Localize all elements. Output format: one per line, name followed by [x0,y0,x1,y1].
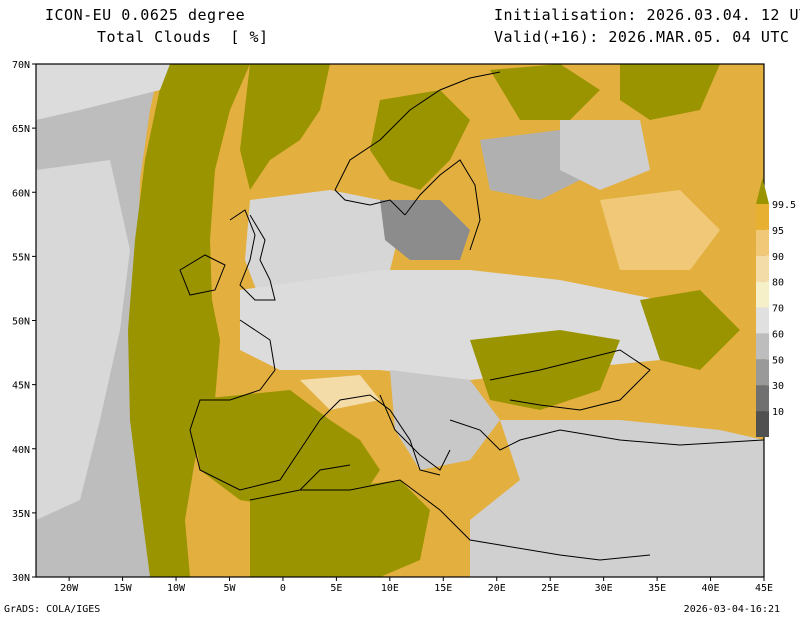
lat-label: 55N [12,252,30,263]
colorbar-label: 70 [772,304,784,315]
lat-label: 70N [12,60,30,71]
colorbar-swatch [756,359,769,386]
colorbar-label: 50 [772,355,784,366]
colorbar-swatch [756,333,769,360]
lon-label: 45E [755,583,773,594]
lat-label: 65N [12,124,30,135]
variable-title: Total Clouds [ %] [97,28,269,46]
valid-time: Valid(+16): 2026.MAR.05. 04 UTC [494,28,790,46]
grads-credit: GrADS: COLA/IGES [4,604,101,615]
lon-label: 15E [434,583,452,594]
colorbar-label: 10 [772,407,784,418]
latitude-axis: 70N 65N 60N 55N 50N 45N 40N 35N 30N [12,60,36,584]
lat-label: 30N [12,573,30,584]
colorbar-label: 80 [772,278,784,289]
lon-label: 10W [167,583,186,594]
lon-label: 5E [330,583,342,594]
lon-label: 5W [223,583,236,594]
longitude-axis: 20W 15W 10W 5W 0 5E 10E 15E 20E 25E 30E 35E 40E 45E [60,577,773,594]
colorbar-swatch [756,255,769,282]
colorbar-label: 95 [772,226,784,237]
lon-label: 10E [381,583,399,594]
colorbar-swatch [756,281,769,308]
colorbar-swatch [756,385,769,412]
lon-label: 25E [541,583,559,594]
colorbar-top-arrow [756,178,769,204]
lon-label: 40E [702,583,720,594]
lon-label: 15W [114,583,133,594]
colorbar-label: 30 [772,381,784,392]
lon-label: 0 [280,583,286,594]
colorbar-swatch [756,411,769,437]
colorbar: 99.5 95 90 80 70 60 50 30 10 [756,178,796,437]
lon-label: 20W [60,583,79,594]
lon-label: 20E [488,583,506,594]
lat-label: 45N [12,381,30,392]
lat-label: 60N [12,188,30,199]
colorbar-swatch [756,204,769,230]
colorbar-swatch [756,307,769,334]
lon-label: 35E [648,583,666,594]
lat-label: 35N [12,509,30,520]
render-timestamp: 2026-03-04-16:21 [683,604,780,615]
lat-label: 50N [12,317,30,328]
colorbar-label: 90 [772,252,784,263]
lat-label: 40N [12,445,30,456]
colorbar-label: 60 [772,329,784,340]
init-time: Initialisation: 2026.03.04. 12 UTC [494,6,800,24]
colorbar-swatch [756,229,769,256]
model-title: ICON-EU 0.0625 degree [45,6,246,24]
lon-label: 30E [595,583,613,594]
colorbar-label: 99.5 [772,200,796,211]
cloud-field [36,64,764,577]
